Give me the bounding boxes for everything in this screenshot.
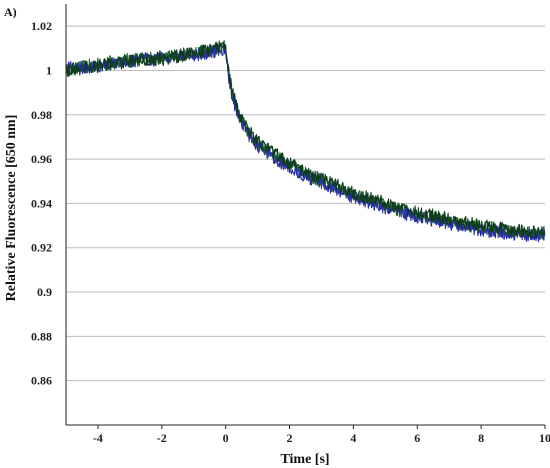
series-line (65, 40, 546, 239)
grid-lines (66, 25, 545, 382)
y-tick-label: 0.92 (31, 241, 52, 255)
x-tick-label: 0 (223, 431, 229, 445)
y-tick-label: 0.9 (37, 285, 52, 299)
y-tick-label: 1.02 (31, 19, 52, 33)
y-tick-label: 1 (46, 63, 52, 77)
axes (65, 4, 546, 429)
x-tick-label: 6 (414, 431, 420, 445)
x-tick-label: 4 (350, 431, 356, 445)
x-tick-label: 10 (539, 431, 550, 445)
y-tick-label: 0.88 (31, 329, 52, 343)
y-tick-label: 0.98 (31, 108, 52, 122)
x-tick-label: 2 (287, 431, 293, 445)
x-tick-label: 8 (478, 431, 484, 445)
series-line (65, 42, 546, 243)
x-axis-title: Time [s] (280, 452, 329, 467)
series-line (65, 41, 546, 241)
y-tick-label: 0.96 (31, 152, 52, 166)
tick-labels: 0.86 0.88 0.9 0.92 0.94 0.96 0.98 1 1.02 -4 -2 0 2 4 6… (31, 19, 550, 445)
y-tick-label: 0.94 (31, 196, 52, 210)
panel-label: A) (4, 5, 17, 19)
series-group (65, 40, 546, 243)
x-tick-label: -2 (157, 431, 167, 445)
x-tick-label: -4 (93, 431, 103, 445)
y-tick-label: 0.86 (31, 374, 52, 388)
y-axis-title: Relative Fluorescence [650 nm] (4, 115, 19, 302)
